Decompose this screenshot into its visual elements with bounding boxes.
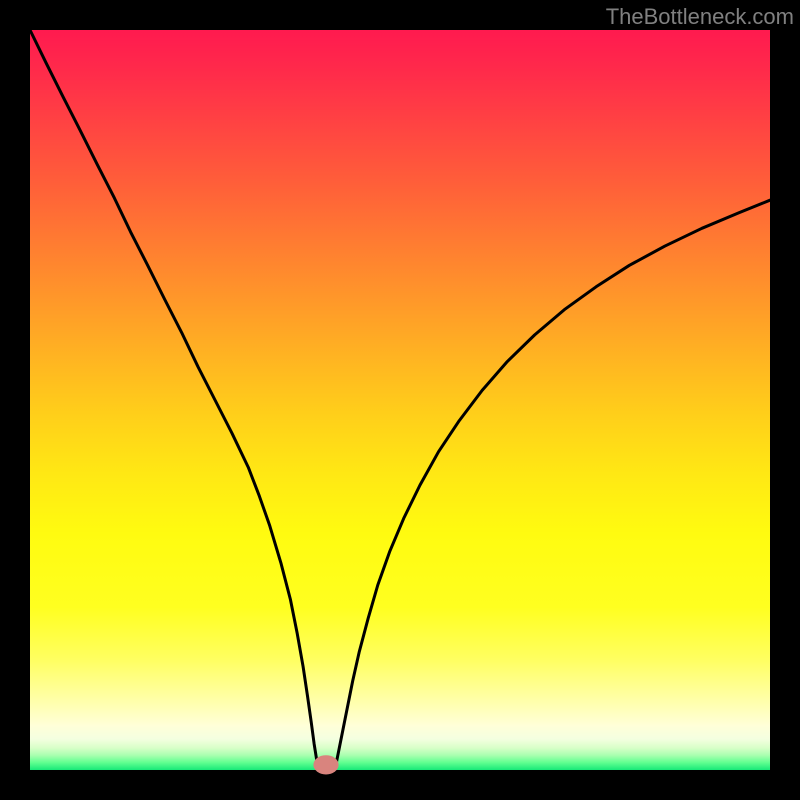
- chart-background: [30, 30, 770, 770]
- optimal-point-marker: [313, 755, 338, 774]
- watermark-text: TheBottleneck.com: [606, 4, 794, 30]
- bottleneck-chart: [30, 30, 770, 770]
